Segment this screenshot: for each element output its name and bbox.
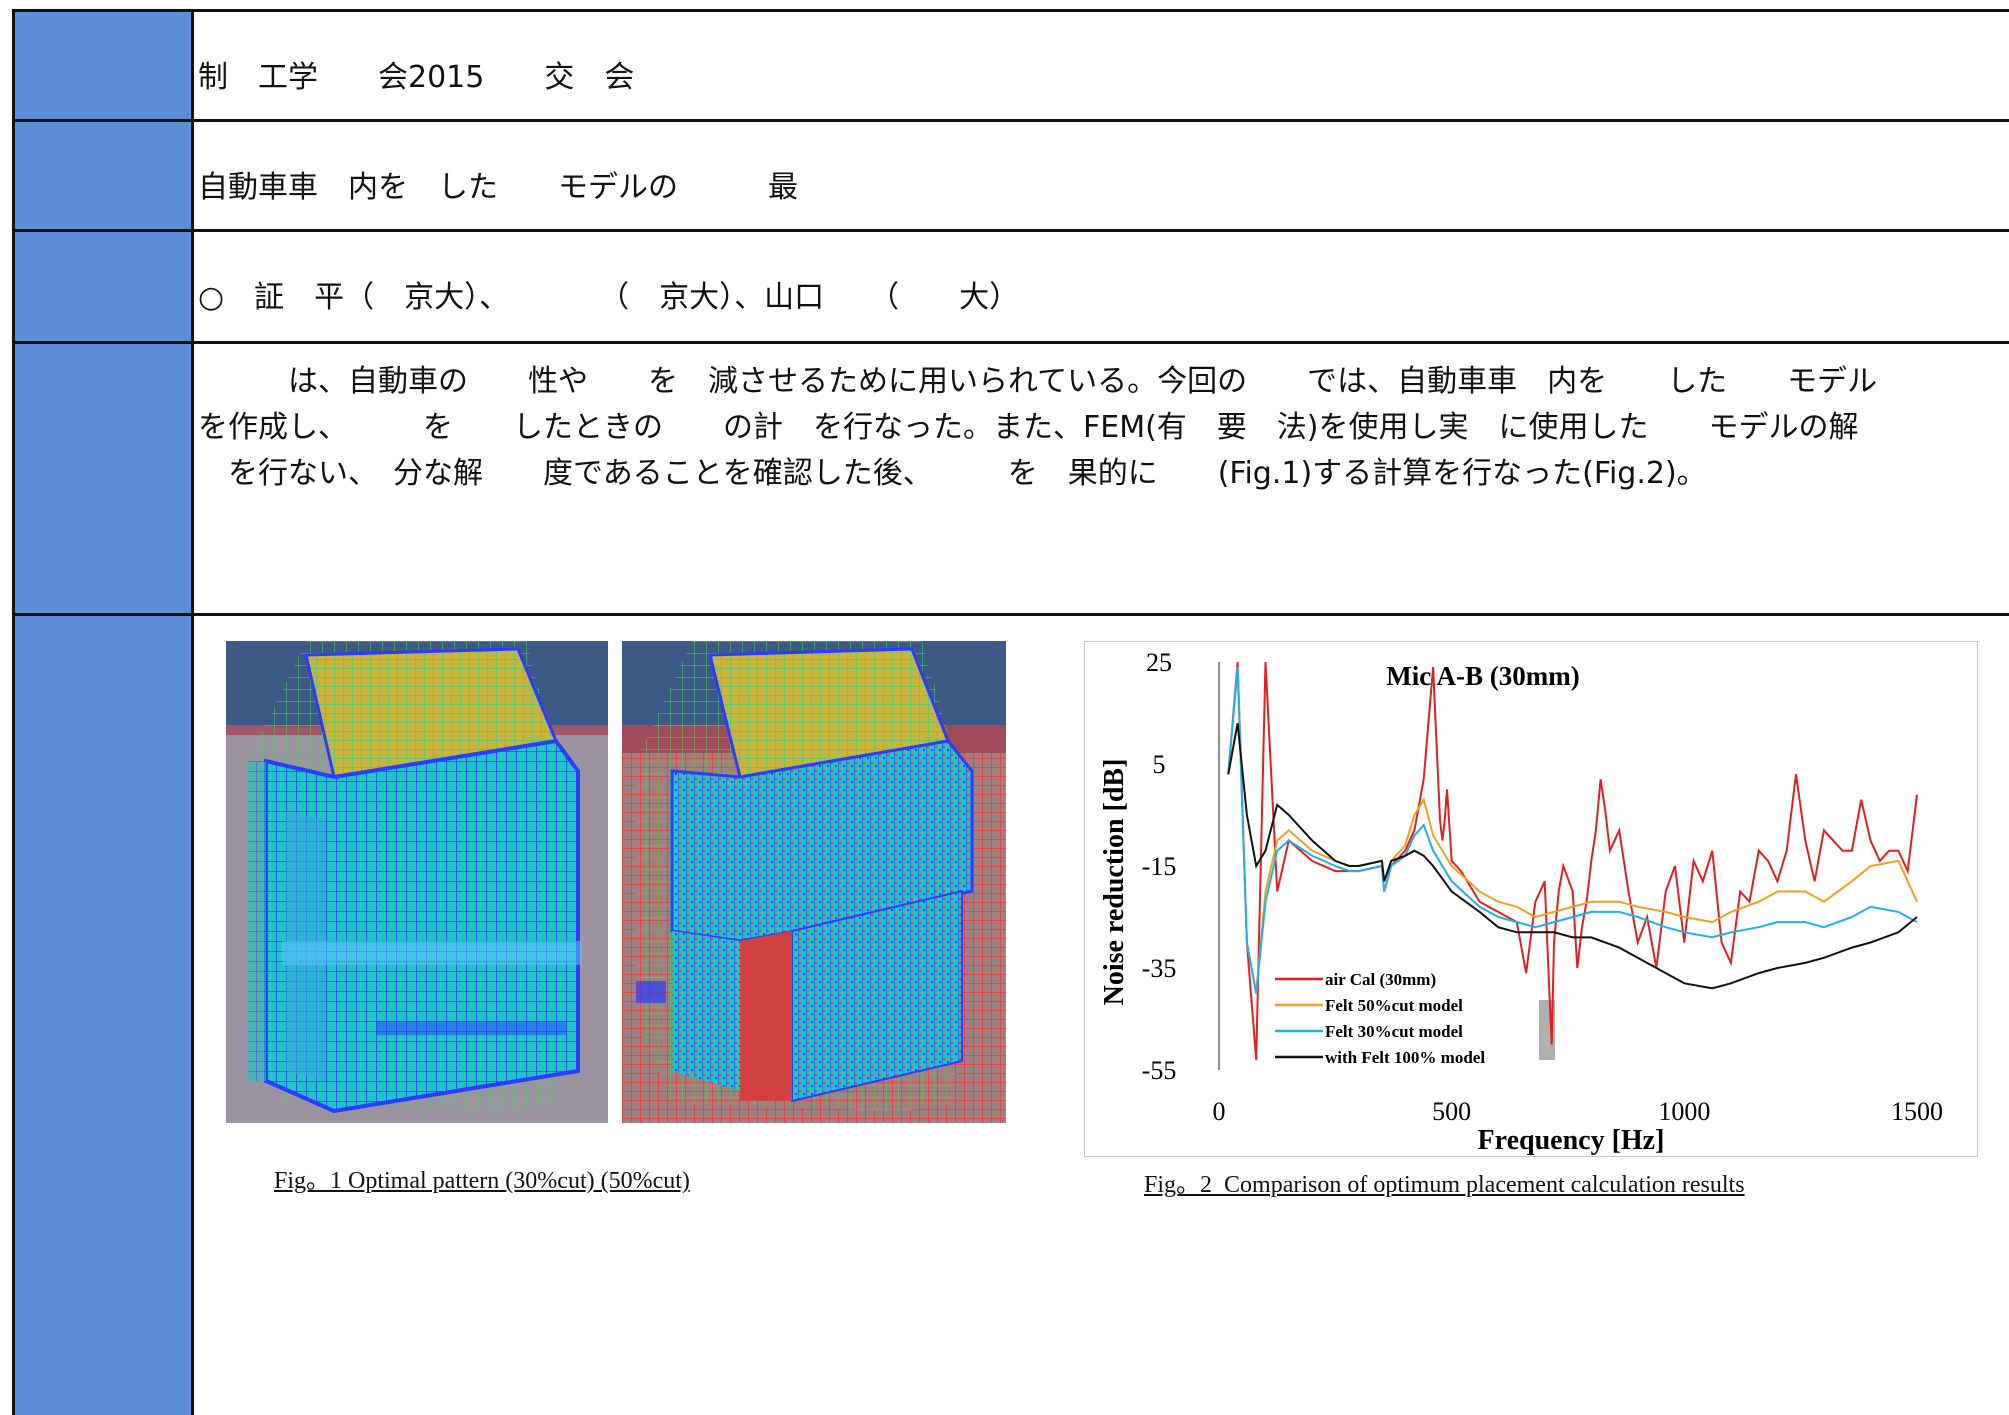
authors: ○ 証 平（ 京大）、 （ 京大）、山口 （ 大） [198, 280, 1020, 315]
fig2-chart-svg: 25 5 -15 -35 -55 0 500 1000 1500 Mic A-B (30mm)… [1099, 648, 1943, 1156]
fig1-right-model [622, 641, 1006, 1123]
abstract-line: は、自動車の 性や を 減させるために用いられている。今回の では、自動車車 内… [198, 364, 1878, 399]
legend-label: air Cal (30mm) [1325, 970, 1436, 989]
fig2-chart: 25 5 -15 -35 -55 0 500 1000 1500 Mic A-B (30mm)… [1084, 641, 1978, 1157]
row-label-cell [12, 12, 194, 122]
x-tick-label: 1000 [1658, 1097, 1710, 1126]
abstract-form: 制 工学 会2015 交 会 自動車車 内を した モデルの 最 ○ 証 平（ … [12, 9, 2009, 1415]
y-tick-label: -15 [1142, 852, 1177, 881]
legend-label: with Felt 100% model [1325, 1048, 1485, 1067]
fig1-image [226, 641, 1006, 1123]
row-figures: Fig。1 Optimal pattern (30%cut) (50%cut) … [12, 613, 2009, 1415]
y-tick-label: 25 [1146, 648, 1172, 677]
x-tick-label: 1500 [1891, 1097, 1943, 1126]
y-tick-label: -35 [1142, 954, 1177, 983]
row-label-cell [12, 344, 194, 616]
abstract-line: を行ない、 分な解 度であることを確認した後、 を 果的に (Fig.1)する計… [198, 456, 1707, 491]
fig2-caption: Fig。2 Comparison of optimum placement ca… [1144, 1172, 1745, 1198]
row-authors: ○ 証 平（ 京大）、 （ 京大）、山口 （ 大） [12, 229, 2009, 344]
abstract-line: を作成し、 を したときの の計 を行なった。また、FEM(有 要 法)を使用し… [198, 410, 1859, 445]
row-label-cell [12, 616, 194, 1415]
row-title: 自動車車 内を した モデルの 最 [12, 119, 2009, 232]
row-label-cell [12, 122, 194, 232]
x-tick-label: 500 [1432, 1097, 1471, 1126]
y-tick-label: 5 [1153, 750, 1166, 779]
series-line-2 [1227, 667, 1918, 994]
chart-title: Mic A-B (30mm) [1386, 661, 1579, 691]
fig1-caption: Fig。1 Optimal pattern (30%cut) (50%cut) [274, 1168, 690, 1194]
y-tick-label: -55 [1142, 1056, 1177, 1085]
row-abstract: は、自動車の 性や を 減させるために用いられている。今回の では、自動車車 内… [12, 341, 2009, 616]
paper-title: 自動車車 内を した モデルの 最 [198, 170, 798, 205]
x-axis-label: Frequency [Hz] [1478, 1125, 1665, 1156]
series-line-1 [1227, 667, 1918, 994]
y-axis-label: Noise reduction [dB] [1099, 759, 1130, 1006]
fig1-left-model [226, 641, 608, 1123]
abstract-text: は、自動車の 性や を 減させるために用いられている。今回の では、自動車車 内… [194, 344, 2009, 616]
legend-label: Felt 30%cut model [1325, 1022, 1463, 1041]
figures-cell: Fig。1 Optimal pattern (30%cut) (50%cut) … [194, 616, 2009, 1415]
row-label-cell [12, 232, 194, 344]
x-tick-label: 0 [1213, 1097, 1226, 1126]
row-conference: 制 工学 会2015 交 会 [12, 9, 2009, 122]
series-line-3 [1227, 723, 1918, 990]
legend-label: Felt 50%cut model [1325, 996, 1463, 1015]
conference-name: 制 工学 会2015 交 会 [198, 60, 635, 95]
